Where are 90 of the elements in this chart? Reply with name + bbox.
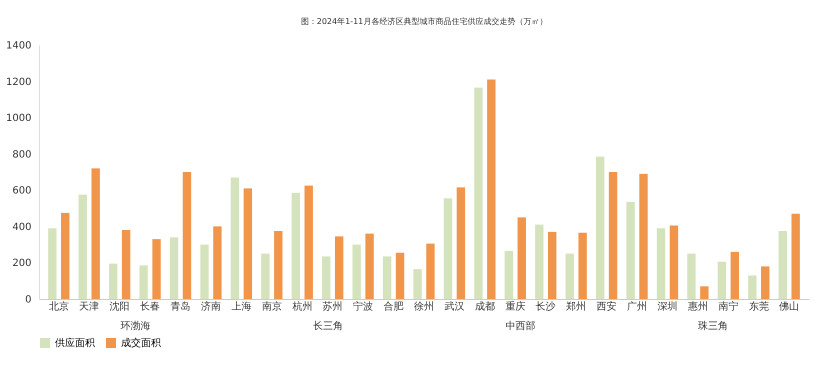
bar [139,265,148,299]
bar [504,250,514,299]
x-tick-label: 重庆 [505,300,526,312]
bar [456,187,466,299]
x-tick-label: 合肥 [384,300,404,312]
bar [292,192,300,299]
bar [687,254,696,299]
y-tick-label: 800 [12,149,32,160]
bar [230,177,240,299]
y-tick-label: 400 [12,222,32,233]
bar [718,262,726,299]
x-tick-label: 宁波 [353,300,374,312]
x-tick-label: 长春 [140,300,160,312]
x-tick-label: 北京 [48,300,69,312]
bar [596,156,604,299]
bar [730,252,739,299]
x-tick-label: 成都 [474,300,495,312]
bar [670,226,678,299]
bar [322,256,330,299]
bar [382,256,392,299]
x-tick-label: 佛山 [779,300,800,312]
x-tick-label: 杭州 [291,300,312,312]
bar [626,202,635,299]
legend-label: 成交面积 [121,337,161,349]
bar [518,217,526,299]
bar [261,254,270,299]
x-tick-label: 西安 [596,300,617,312]
bar [61,212,70,299]
x-tick-label: 济南 [200,300,221,312]
bar [700,286,709,299]
bar [548,232,556,299]
bar [748,275,757,299]
bar [396,252,404,299]
bar [152,239,161,299]
y-tick-label: 1000 [6,113,32,124]
y-tick-label: 1400 [6,40,32,52]
bar [778,230,787,299]
bar [274,230,282,299]
text: 环渤海 [120,320,150,332]
x-tick-label: 深圳 [657,300,678,312]
bar [334,236,344,299]
bar [213,226,222,299]
x-tick-label: 惠州 [686,300,708,312]
bar [170,237,178,299]
bar [304,186,313,299]
x-tick-label: 长沙 [536,300,556,312]
bar [578,232,587,299]
y-tick-label: 600 [12,186,32,197]
x-tick-label: 东莞 [748,300,769,312]
bar [78,194,87,299]
bar [91,168,100,299]
x-tick-label: 郑州 [566,300,586,312]
bar [352,244,361,299]
text: 珠三角 [698,320,728,332]
bar [109,264,118,299]
bar [474,88,483,299]
bar [200,244,209,299]
x-tick-label: 徐州 [414,300,434,312]
bar [639,174,648,299]
x-tick-label: 青岛 [170,300,191,312]
x-tick-label: 广州 [627,300,648,312]
bar [244,188,252,299]
bar [535,224,544,299]
x-tick-label: 武汉 [444,300,464,312]
text: 中西部 [505,320,536,332]
x-tick-label: 天津 [79,300,100,312]
bar [487,79,496,299]
y-tick-label: 200 [12,258,32,270]
bar [444,198,452,299]
legend-label: 供应面积 [55,337,95,349]
x-tick-label: 苏州 [322,300,343,312]
bar [791,214,800,299]
bar [656,228,666,299]
chart-title: 图：2024年1-11月各经济区典型城市商品住宅供应成交走势（万㎡） [300,17,548,26]
bar [48,228,57,299]
bar [122,230,130,299]
y-tick-label: 1200 [6,76,32,88]
y-tick-label: 0 [25,294,32,306]
x-tick-label: 沈阳 [110,300,130,312]
x-tick-label: 南京 [262,300,282,312]
bar [413,269,422,299]
bar [182,172,192,299]
bar [761,266,770,299]
bar [365,234,374,299]
bar [608,172,618,299]
bar [426,244,435,299]
x-tick-label: 南宁 [718,300,738,312]
bar [566,254,574,299]
x-tick-label: 上海 [231,300,252,312]
text: 长三角 [312,320,343,332]
